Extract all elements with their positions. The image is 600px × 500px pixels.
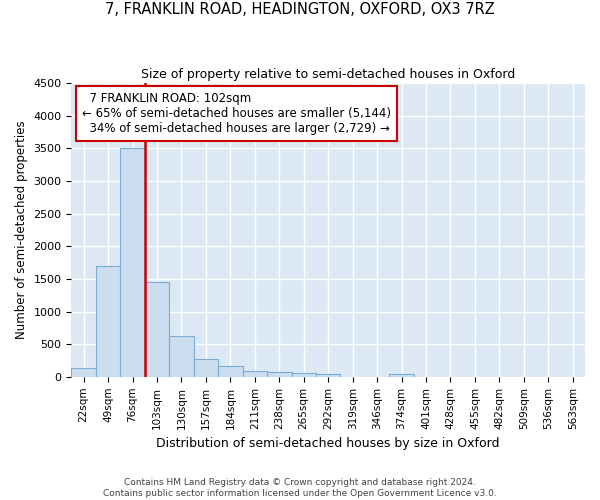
Bar (194, 359, 218, 377)
Bar (145, 282, 169, 377)
X-axis label: Distribution of semi-detached houses by size in Oxford: Distribution of semi-detached houses by … (157, 437, 500, 450)
Text: 7, FRANKLIN ROAD, HEADINGTON, OXFORD, OX3 7RZ: 7, FRANKLIN ROAD, HEADINGTON, OXFORD, OX… (105, 2, 495, 18)
Bar (169, 336, 194, 377)
Bar (96, 266, 121, 377)
Bar (316, 374, 340, 377)
Title: Size of property relative to semi-detached houses in Oxford: Size of property relative to semi-detach… (141, 68, 515, 80)
Bar (242, 371, 267, 377)
Bar (292, 373, 316, 377)
Bar (218, 366, 242, 377)
Text: Contains HM Land Registry data © Crown copyright and database right 2024.
Contai: Contains HM Land Registry data © Crown c… (103, 478, 497, 498)
Bar (121, 148, 145, 377)
Text: 7 FRANKLIN ROAD: 102sqm
← 65% of semi-detached houses are smaller (5,144)
  34% : 7 FRANKLIN ROAD: 102sqm ← 65% of semi-de… (82, 92, 391, 135)
Bar (71, 368, 96, 377)
Bar (267, 372, 292, 377)
Bar (389, 374, 414, 377)
Y-axis label: Number of semi-detached properties: Number of semi-detached properties (15, 120, 28, 339)
